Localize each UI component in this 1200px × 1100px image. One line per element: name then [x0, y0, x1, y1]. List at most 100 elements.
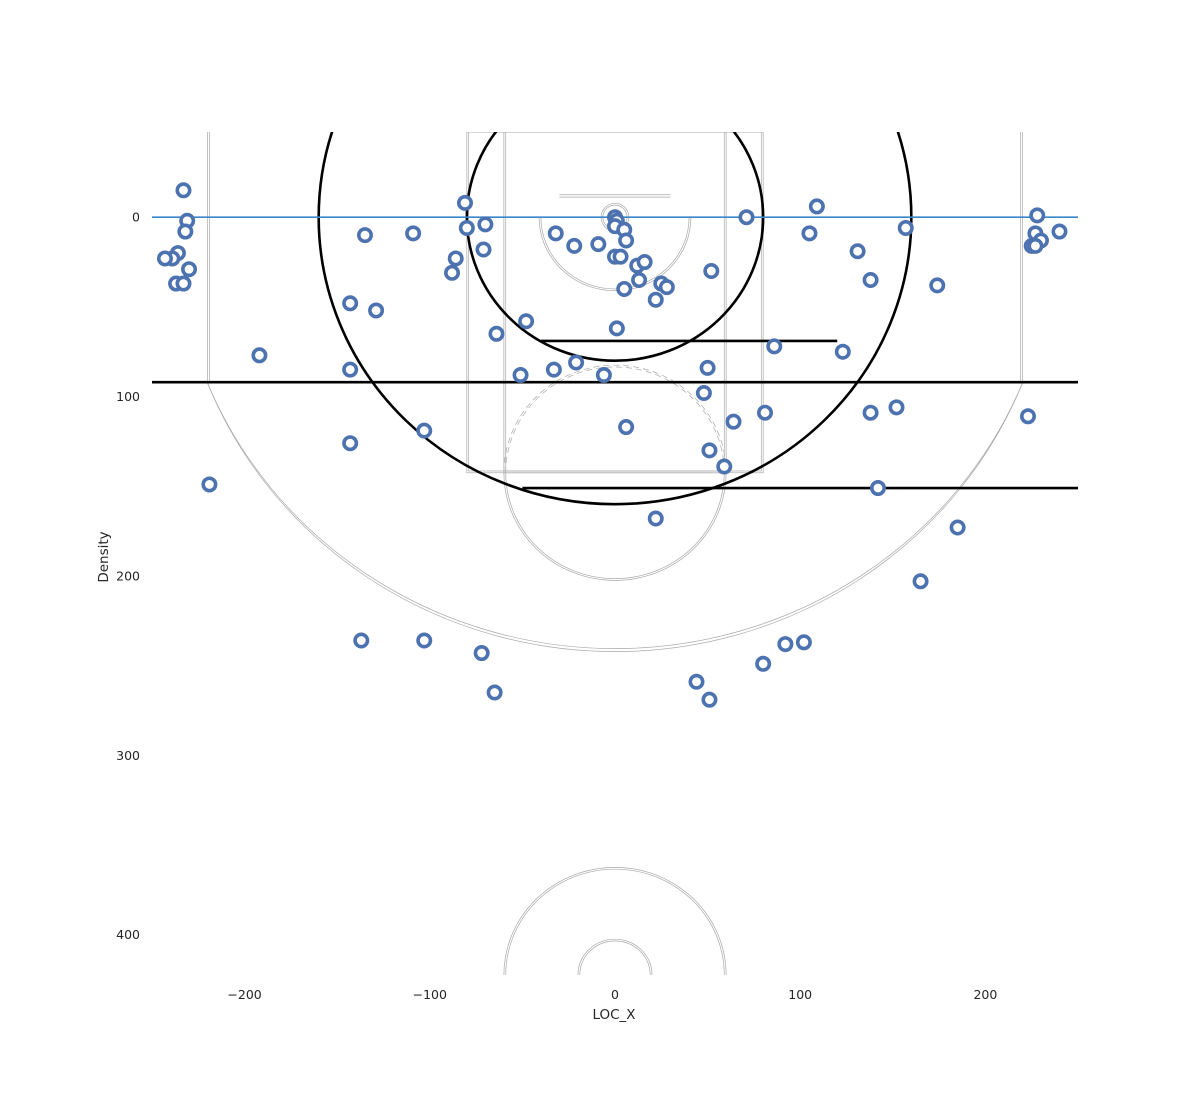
- data-point: [175, 275, 192, 292]
- data-point: [475, 241, 492, 258]
- axis-ticks: −200 −100 0 100 200 0 100 200 300 400: [116, 210, 997, 1002]
- data-point: [1027, 237, 1044, 254]
- y-tick-label: 300: [116, 748, 140, 763]
- x-tick-label: 100: [788, 987, 812, 1002]
- free-throw-arc-dashed: [503, 364, 727, 473]
- data-point: [766, 338, 783, 355]
- data-point: [801, 225, 818, 242]
- restricted-area-arc: [538, 217, 692, 292]
- data-point: [618, 232, 635, 249]
- y-tick-label: 100: [116, 389, 140, 404]
- data-point: [368, 302, 385, 319]
- data-point: [738, 209, 755, 226]
- data-point: [647, 291, 664, 308]
- data-point: [156, 250, 173, 267]
- center-court-outer-arc: [505, 868, 725, 975]
- data-point: [547, 225, 564, 242]
- data-point: [929, 277, 946, 294]
- data-point: [862, 271, 879, 288]
- y-tick-label: 200: [116, 568, 140, 583]
- center-court-inner-arc: [577, 938, 653, 975]
- data-point: [636, 254, 653, 271]
- data-point: [912, 573, 929, 590]
- x-tick-label: 0: [611, 987, 619, 1002]
- x-tick-label: 200: [973, 987, 997, 1002]
- data-point: [458, 219, 475, 236]
- data-point: [342, 435, 359, 452]
- data-point: [808, 198, 825, 215]
- data-point: [612, 248, 629, 265]
- data-point: [353, 632, 370, 649]
- data-point: [342, 295, 359, 312]
- data-point: [695, 384, 712, 401]
- data-point: [897, 219, 914, 236]
- y-axis-label: Density: [96, 531, 112, 582]
- data-point: [416, 422, 433, 439]
- data-point: [342, 361, 359, 378]
- inner-paint-box: [503, 132, 727, 474]
- y-tick-label: 400: [116, 927, 140, 942]
- outer-paint-box: [466, 132, 764, 474]
- data-point: [755, 655, 772, 672]
- data-point: [757, 404, 774, 421]
- data-point: [416, 632, 433, 649]
- x-axis-label: LOC_X: [592, 1007, 635, 1023]
- data-point: [456, 194, 473, 211]
- data-point: [608, 320, 625, 337]
- data-point: [849, 243, 866, 260]
- data-point: [356, 227, 373, 244]
- data-point: [658, 279, 675, 296]
- data-point: [616, 280, 633, 297]
- data-point: [949, 519, 966, 536]
- data-point: [568, 354, 585, 371]
- restricted-area-arc: [540, 217, 690, 290]
- data-point: [862, 404, 879, 421]
- data-point: [699, 359, 716, 376]
- inner-paint-box: [505, 132, 725, 472]
- data-point: [444, 264, 461, 281]
- data-point: [618, 419, 635, 436]
- data-point: [488, 325, 505, 342]
- center-court-inner-arc: [579, 940, 651, 975]
- outer-paint-box: [468, 132, 762, 472]
- data-point: [701, 691, 718, 708]
- data-point: [1019, 408, 1036, 425]
- data-point: [595, 367, 612, 384]
- data-point: [181, 261, 198, 278]
- data-point: [590, 236, 607, 253]
- data-point: [777, 636, 794, 653]
- data-point: [688, 673, 705, 690]
- data-point: [834, 343, 851, 360]
- free-throw-arc: [503, 472, 727, 581]
- data-point: [518, 313, 535, 330]
- data-points: [156, 182, 1068, 708]
- x-tick-label: −100: [413, 987, 447, 1002]
- data-point: [1051, 223, 1068, 240]
- data-point: [177, 223, 194, 240]
- data-point: [175, 182, 192, 199]
- data-point: [647, 510, 664, 527]
- data-point: [566, 237, 583, 254]
- center-court-outer-arc: [503, 867, 727, 975]
- three-point-arc: [207, 382, 1023, 649]
- data-point: [725, 413, 742, 430]
- data-point: [251, 347, 268, 364]
- x-tick-label: −200: [227, 987, 261, 1002]
- court-lines: [207, 132, 1023, 975]
- data-point: [716, 458, 733, 475]
- data-point: [703, 263, 720, 280]
- data-point: [473, 645, 490, 662]
- data-point: [477, 216, 494, 233]
- data-point: [486, 684, 503, 701]
- data-point: [701, 442, 718, 459]
- data-point: [405, 225, 422, 242]
- data-point: [869, 480, 886, 497]
- data-point: [447, 250, 464, 267]
- data-point: [1029, 207, 1046, 224]
- data-point: [795, 634, 812, 651]
- three-point-arc: [207, 382, 1023, 652]
- data-point: [201, 476, 218, 493]
- y-tick-label: 0: [132, 210, 140, 225]
- data-point: [631, 271, 648, 288]
